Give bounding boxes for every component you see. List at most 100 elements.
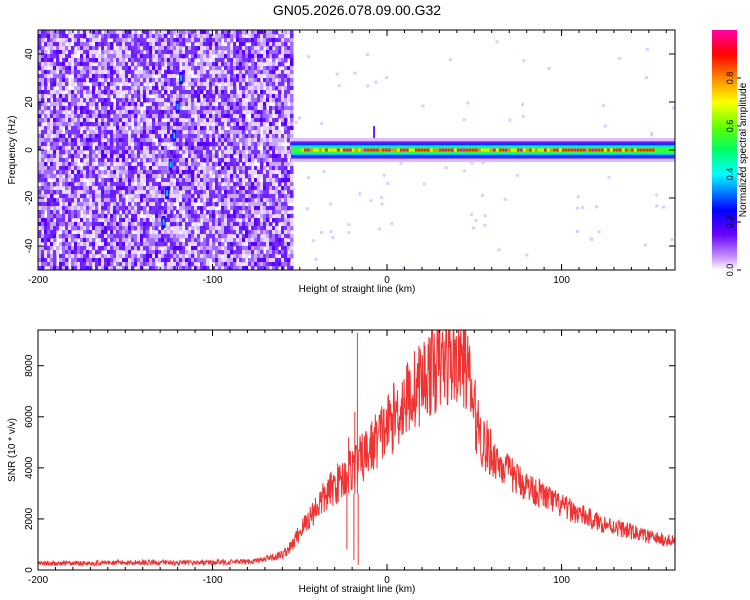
- heatmap-cell: [158, 170, 162, 175]
- heatmap-cell: [209, 174, 213, 179]
- carrier-core: [604, 148, 607, 152]
- heatmap-cell: [248, 46, 252, 51]
- heatmap-cell: [200, 230, 204, 235]
- heatmap-cell: [152, 262, 156, 267]
- heatmap-cell: [173, 118, 177, 123]
- heatmap-cell: [290, 74, 294, 79]
- heatmap-cell: [200, 186, 204, 191]
- heatmap-cell: [68, 142, 72, 147]
- heatmap-cell: [212, 118, 216, 123]
- heatmap-cell: [116, 122, 120, 127]
- heatmap-cell: [161, 126, 165, 131]
- heatmap-cell: [260, 58, 264, 63]
- heatmap-cell: [92, 162, 96, 167]
- heatmap-cell: [110, 158, 114, 163]
- heatmap-cell: [113, 194, 117, 199]
- heatmap-cell: [158, 42, 162, 47]
- heatmap-speckle: [320, 231, 324, 235]
- heatmap-cell: [44, 50, 48, 55]
- heatmap-cell: [65, 38, 69, 43]
- heatmap-cell: [176, 194, 180, 199]
- heatmap-cell: [161, 42, 165, 47]
- heatmap-cell: [248, 222, 252, 227]
- heatmap-cell: [191, 262, 195, 267]
- heatmap-cell: [284, 86, 288, 91]
- heatmap-cell: [125, 74, 129, 79]
- heatmap-cell: [116, 202, 120, 207]
- heatmap-cell: [134, 214, 138, 219]
- heatmap-cell: [164, 178, 168, 183]
- heatmap-cell: [80, 198, 84, 203]
- heatmap-cell: [281, 186, 285, 191]
- heatmap-cell: [200, 78, 204, 83]
- heatmap-cell: [242, 86, 246, 91]
- heatmap-cell: [47, 210, 51, 215]
- heatmap-cell: [155, 94, 159, 99]
- heatmap-cell: [44, 90, 48, 95]
- heatmap-cell: [143, 254, 147, 259]
- heatmap-cell: [116, 142, 120, 147]
- heatmap-cell: [224, 30, 228, 35]
- heatmap-cell: [128, 62, 132, 67]
- heatmap-cell: [281, 134, 285, 139]
- heatmap-cell: [176, 214, 180, 219]
- heatmap-cell: [95, 230, 99, 235]
- heatmap-cell: [179, 170, 183, 175]
- heatmap-cell: [173, 222, 177, 227]
- heatmap-cell: [155, 202, 159, 207]
- heatmap-cell: [206, 174, 210, 179]
- carrier-core: [418, 148, 421, 152]
- heatmap-cell: [227, 94, 231, 99]
- heatmap-cell: [212, 146, 216, 151]
- heatmap-cell: [122, 198, 126, 203]
- heatmap-cell: [287, 254, 291, 259]
- heatmap-cell: [65, 54, 69, 59]
- heatmap-cell: [188, 190, 192, 195]
- heatmap-cell: [221, 170, 225, 175]
- heatmap-cell: [203, 66, 207, 71]
- heatmap-cell: [254, 222, 258, 227]
- heatmap-cell: [122, 82, 126, 87]
- heatmap-cell: [125, 54, 129, 59]
- heatmap-cell: [230, 90, 234, 95]
- heatmap-cell: [107, 138, 111, 143]
- heatmap-cell: [215, 90, 219, 95]
- heatmap-cell: [137, 238, 141, 243]
- heatmap-cell: [275, 234, 279, 239]
- heatmap-cell: [221, 70, 225, 75]
- heatmap-cell: [263, 254, 267, 259]
- heatmap-cell: [191, 134, 195, 139]
- heatmap-cell: [104, 246, 108, 251]
- heatmap-cell: [65, 74, 69, 79]
- carrier-core: [634, 148, 637, 152]
- heatmap-cell: [251, 42, 255, 47]
- heatmap-cell: [86, 70, 90, 75]
- heatmap-cell: [116, 126, 120, 131]
- heatmap-cell: [191, 94, 195, 99]
- heatmap-cell: [203, 150, 207, 155]
- heatmap-cell: [260, 86, 264, 91]
- heatmap-cell: [65, 46, 69, 51]
- heatmap-cell: [215, 58, 219, 63]
- heatmap-cell: [89, 114, 93, 119]
- heatmap-cell: [278, 130, 282, 135]
- heatmap-cell: [128, 78, 132, 83]
- heatmap-cell: [176, 222, 180, 227]
- heatmap-cell: [95, 166, 99, 171]
- heatmap-cell: [281, 122, 285, 127]
- heatmap-cell: [116, 190, 120, 195]
- heatmap-cell: [209, 206, 213, 211]
- heatmap-cell: [152, 70, 156, 75]
- heatmap-cell: [281, 154, 285, 159]
- heatmap-cell: [131, 218, 135, 223]
- heatmap-cell: [230, 266, 234, 270]
- heatmap-cell: [122, 42, 126, 47]
- heatmap-cell: [98, 94, 102, 99]
- heatmap-cell: [152, 194, 156, 199]
- heatmap-cell: [227, 46, 231, 51]
- heatmap-cell: [224, 174, 228, 179]
- heatmap-cell: [137, 90, 141, 95]
- heatmap-cell: [248, 126, 252, 131]
- heatmap-speckle: [495, 40, 499, 44]
- heatmap-cell: [155, 54, 159, 59]
